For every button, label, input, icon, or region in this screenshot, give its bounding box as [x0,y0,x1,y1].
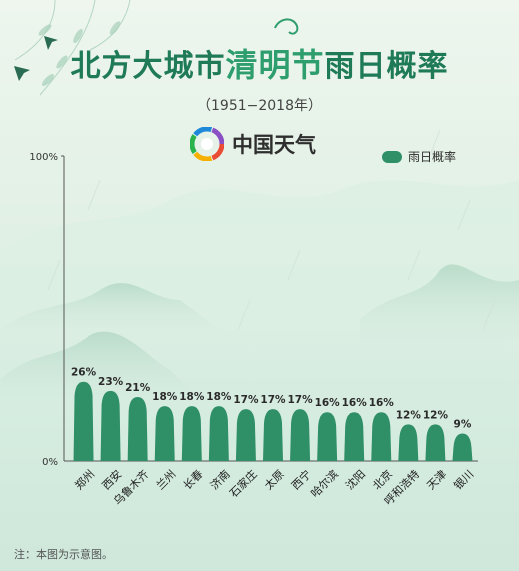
data-label: 16% [369,397,395,409]
legend-swatch [382,150,402,163]
x-tick-label: 天津 [424,468,449,493]
y-tick-label: 0% [42,457,58,468]
data-label: 16% [315,397,341,409]
bar [452,433,473,461]
y-tick-label: 100% [29,152,58,163]
data-label: 12% [396,409,422,421]
bar [290,409,311,461]
x-tick-label: 兰州 [154,468,179,493]
data-label: 9% [454,419,472,431]
data-label: 17% [287,394,313,406]
bar [154,406,175,461]
x-tick-label: 哈尔滨 [308,467,341,500]
data-label: 26% [71,367,97,379]
x-tick-label: 长春 [181,468,206,493]
bar [235,409,256,461]
data-label: 21% [125,382,151,394]
x-tick-label: 太原 [262,468,287,493]
chart-subtitle: （1951−2018年） [197,98,322,114]
bar [371,412,392,461]
legend-label: 雨日概率 [408,150,457,164]
bar [317,412,338,461]
data-label: 18% [179,391,205,403]
china-weather-logo-icon [190,127,224,161]
data-label: 23% [98,376,124,388]
chart-legend: 雨日概率 [382,148,456,165]
bar [425,424,446,461]
data-label: 17% [260,394,286,406]
bar [73,381,94,461]
footnote: 注：本图为示意图。 [14,548,113,561]
bar [344,412,365,461]
swallow-icon [14,36,58,81]
x-tick-label: 银川 [451,467,476,492]
chart-title: 北方大城市清明节雨日概率 [70,46,449,84]
data-label: 17% [233,394,259,406]
data-label: 18% [152,391,178,403]
x-tick-label: 郑州 [72,467,97,492]
x-tick-label: 石家庄 [226,467,259,500]
bar [100,390,121,461]
bar [398,424,419,461]
data-label: 12% [423,409,449,421]
bar [263,409,283,461]
bar [127,396,148,461]
brand-name: 中国天气 [232,133,316,157]
bar [181,406,202,461]
data-label: 18% [206,391,232,403]
bar [208,406,229,461]
cloud-swirl-icon [274,18,299,35]
x-tick-label: 沈阳 [343,467,368,492]
brand-logo: 中国天气 [190,126,316,162]
data-label: 16% [342,397,368,409]
